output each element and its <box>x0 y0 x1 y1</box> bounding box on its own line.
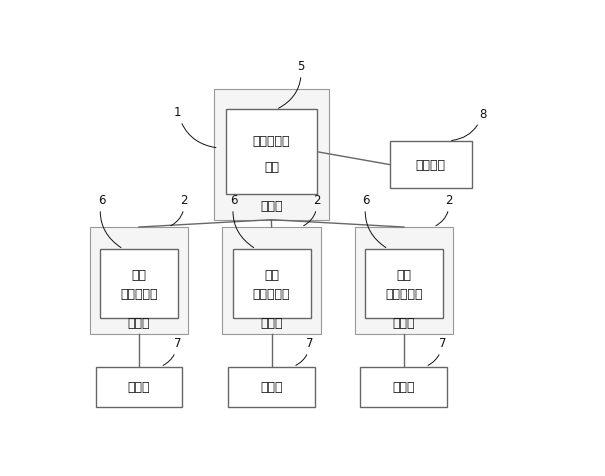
Bar <box>100 249 178 318</box>
Text: 7: 7 <box>163 337 181 366</box>
Bar <box>226 110 317 195</box>
Bar <box>365 249 443 318</box>
Text: 第二: 第二 <box>264 268 279 281</box>
Bar <box>355 228 453 334</box>
Text: 显示器: 显示器 <box>260 380 283 394</box>
Bar <box>96 367 182 407</box>
Text: 第二: 第二 <box>396 268 411 281</box>
Text: 7: 7 <box>296 337 314 366</box>
Text: 6: 6 <box>97 194 121 248</box>
Text: 6: 6 <box>231 194 253 248</box>
Text: 6: 6 <box>362 194 386 248</box>
Text: 服务器: 服务器 <box>260 200 283 213</box>
Bar <box>361 367 447 407</box>
Text: 终端机: 终端机 <box>128 317 150 329</box>
Text: 2: 2 <box>304 194 321 226</box>
Text: 2: 2 <box>436 194 453 226</box>
Bar <box>90 228 188 334</box>
Text: 工业通讯卡: 工业通讯卡 <box>385 287 422 300</box>
Text: 1: 1 <box>174 106 216 149</box>
Bar <box>214 90 329 220</box>
Text: 5: 5 <box>278 60 304 109</box>
Text: 工业通讯卡: 工业通讯卡 <box>253 287 290 300</box>
Text: 终端机: 终端机 <box>260 317 283 329</box>
Text: 第二: 第二 <box>131 268 146 281</box>
Text: 8: 8 <box>451 108 486 141</box>
Bar <box>233 249 310 318</box>
Text: 7: 7 <box>428 337 446 366</box>
Text: 显示单元: 显示单元 <box>416 159 446 172</box>
Text: 2: 2 <box>171 194 188 226</box>
Text: 显示器: 显示器 <box>393 380 415 394</box>
Text: 第一工业通: 第一工业通 <box>253 135 290 148</box>
Text: 显示器: 显示器 <box>128 380 150 394</box>
Bar <box>223 228 321 334</box>
Text: 工业通讯卡: 工业通讯卡 <box>120 287 158 300</box>
Text: 终端机: 终端机 <box>393 317 415 329</box>
Text: 讯卡: 讯卡 <box>264 161 279 174</box>
Bar <box>390 141 472 189</box>
Bar <box>228 367 315 407</box>
